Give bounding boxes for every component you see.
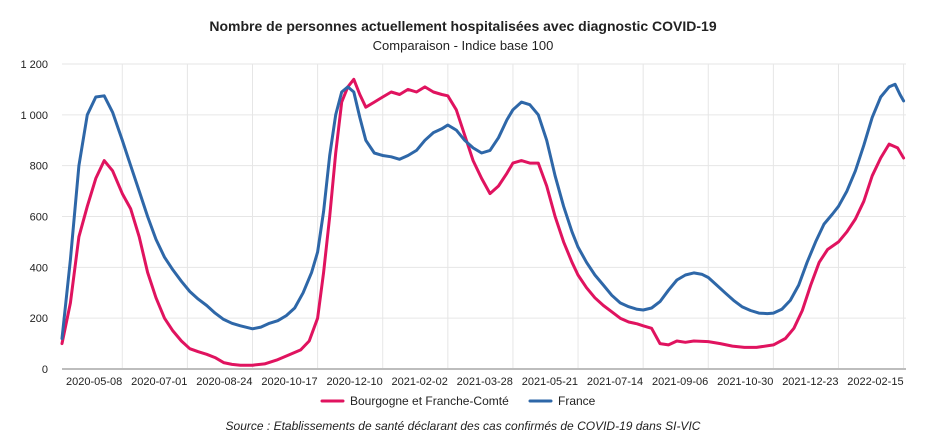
x-tick-label: 2020-12-10 [326,376,382,388]
y-tick-label: 0 [42,364,48,376]
y-tick-label: 1 000 [20,110,48,122]
y-tick-label: 800 [30,161,48,173]
x-tick-label: 2021-12-23 [782,376,838,388]
x-tick-label: 2021-03-28 [457,376,513,388]
x-tick-label: 2021-02-02 [392,376,448,388]
x-tick-label: 2020-05-08 [66,376,122,388]
chart-title: Nombre de personnes actuellement hospita… [209,18,716,34]
series-line-france [60,82,906,340]
x-tick-label: 2020-08-24 [196,376,252,388]
grid [62,63,906,369]
x-tick-label: 2021-10-30 [717,376,773,388]
y-axis-ticks: 0 200 400 600 800 1 000 1 200 [20,59,48,376]
legend-label-bourgogne: Bourgogne et Franche-Comté [350,394,509,408]
x-tick-label: 2021-07-14 [587,376,643,388]
x-tick-label: 2020-07-01 [131,376,187,388]
y-tick-label: 400 [30,262,48,274]
x-tick-label: 2022-02-15 [847,376,903,388]
y-tick-label: 600 [30,212,48,224]
series-line-bourgogne [60,77,906,367]
x-tick-label: 2021-09-06 [652,376,708,388]
x-tick-label: 2021-05-21 [522,376,578,388]
x-axis-ticks: 2020-05-08 2020-07-01 2020-08-24 2020-10-17… [66,376,904,388]
y-tick-label: 1 200 [20,59,48,71]
y-tick-label: 200 [30,313,48,325]
legend-label-france: France [558,394,596,408]
x-tick-label: 2020-10-17 [261,376,317,388]
series-lines [60,77,906,367]
chart-source: Source : Etablissements de santé déclara… [226,419,701,433]
chart-subtitle: Comparaison - Indice base 100 [373,38,554,53]
legend: Bourgogne et Franche-Comté France [320,394,596,408]
